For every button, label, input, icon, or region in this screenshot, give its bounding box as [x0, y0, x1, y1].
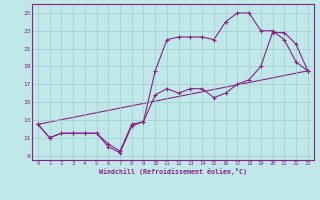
X-axis label: Windchill (Refroidissement éolien,°C): Windchill (Refroidissement éolien,°C): [99, 168, 247, 175]
